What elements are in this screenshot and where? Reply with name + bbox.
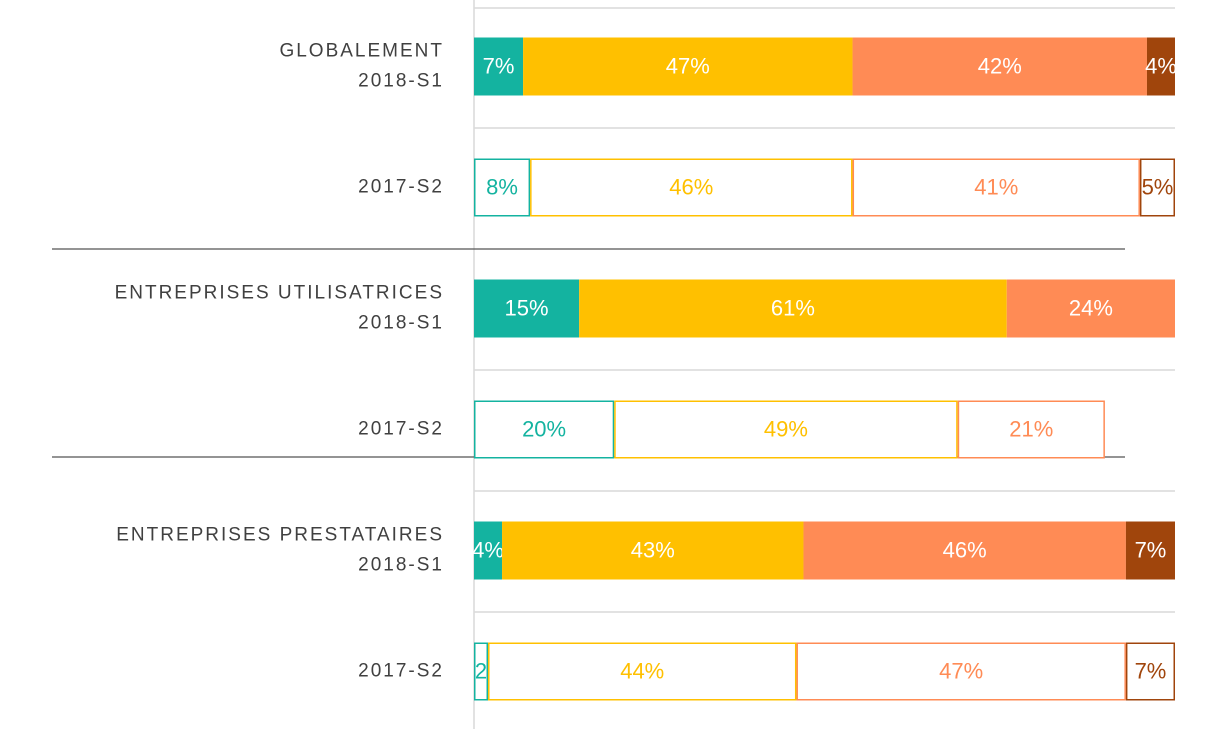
category-label: GLOBALEMENT — [279, 41, 444, 62]
bar-segment — [474, 521, 503, 580]
category-label: ENTREPRISES PRESTATAIRES — [116, 525, 444, 546]
value-label: 49% — [764, 416, 808, 441]
bar-segment — [474, 642, 489, 701]
category-label: ENTREPRISES UTILISATRICES — [115, 283, 444, 304]
bar-segment — [796, 642, 1126, 701]
value-label: 4% — [472, 537, 504, 562]
value-label: 15% — [505, 295, 549, 320]
value-label: 2 — [475, 658, 487, 683]
bar-segment — [1125, 642, 1176, 701]
category-label: 2017-S2 — [358, 419, 444, 440]
value-label: 7% — [1135, 658, 1167, 683]
category-label: 2017-S2 — [358, 177, 444, 198]
value-label: 46% — [943, 537, 987, 562]
category-label: 2017-S2 — [358, 661, 444, 682]
value-label: 8% — [486, 174, 518, 199]
bar-segment — [957, 400, 1105, 459]
bar-segment — [1006, 279, 1175, 338]
value-label: 47% — [666, 53, 710, 78]
category-label: 2018-S1 — [358, 313, 444, 334]
value-label: 21% — [1009, 416, 1053, 441]
bar-segment — [502, 521, 804, 580]
category-label: 2018-S1 — [358, 71, 444, 92]
value-label: 43% — [631, 537, 675, 562]
value-label: 41% — [974, 174, 1018, 199]
bar-segment — [474, 400, 615, 459]
bar-segment — [579, 279, 1007, 338]
value-label: 20% — [522, 416, 566, 441]
bar-segment — [803, 521, 1126, 580]
bar-segment — [523, 37, 853, 96]
value-label: 61% — [771, 295, 815, 320]
bar-segment — [1139, 158, 1175, 217]
value-label: 47% — [939, 658, 983, 683]
bar-segment — [474, 158, 531, 217]
bar-segment — [852, 158, 1140, 217]
bar-segment — [852, 37, 1147, 96]
bar-segment — [530, 158, 853, 217]
category-label: 2018-S1 — [358, 555, 444, 576]
bar-segment — [1125, 521, 1175, 580]
bar-segment — [488, 642, 797, 701]
value-label: 42% — [978, 53, 1022, 78]
row-lines — [473, 0, 1175, 729]
value-label: 5% — [1142, 174, 1174, 199]
bar-segment — [474, 279, 580, 338]
value-label: 24% — [1069, 295, 1113, 320]
bar-segment — [1146, 37, 1175, 96]
bar-segment — [474, 37, 524, 96]
value-label: 44% — [620, 658, 664, 683]
value-label: 7% — [483, 53, 515, 78]
value-label: 46% — [669, 174, 713, 199]
value-label: 4% — [1145, 53, 1177, 78]
value-label: 7% — [1135, 537, 1167, 562]
bar-segment — [614, 400, 958, 459]
